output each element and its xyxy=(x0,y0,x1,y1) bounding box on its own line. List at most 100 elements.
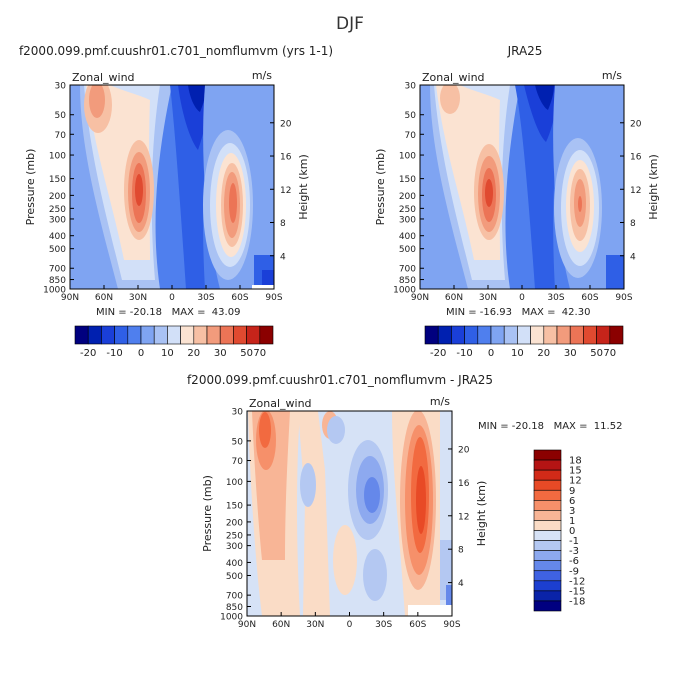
pressure-tick-label: 400 xyxy=(226,559,243,569)
colorbar-swatch xyxy=(609,325,624,345)
pressure-tick-label: 150 xyxy=(399,175,416,185)
colorbar-swatch xyxy=(569,325,584,345)
pressure-tick-label: 200 xyxy=(399,192,416,202)
lat-tick-label: 30N xyxy=(306,620,324,630)
lat-tick-label: 60S xyxy=(581,293,598,303)
colorbar-swatch xyxy=(517,325,531,345)
colorbar-label: 9 xyxy=(569,486,575,497)
height-tick-label: 4 xyxy=(630,252,636,262)
colorbar-label: -15 xyxy=(569,586,585,597)
pressure-tick-label: 500 xyxy=(399,245,416,255)
panel2-minmax: MIN = -16.93 MAX = 42.30 xyxy=(446,307,591,318)
colorbar-label: 10 xyxy=(511,348,524,359)
pressure-tick-label: 100 xyxy=(226,478,243,488)
pressure-tick-label: 1000 xyxy=(220,613,243,623)
panel3-minmax: MIN = -20.18 MAX = 11.52 xyxy=(478,421,623,432)
variable-label: Zonal_wind xyxy=(72,71,135,84)
colorbar-label: 0 xyxy=(138,348,144,359)
lat-tick-label: 30N xyxy=(129,293,147,303)
lat-tick-label: 30S xyxy=(375,620,392,630)
pressure-tick-label: 850 xyxy=(226,603,243,613)
pressure-tick-label: 400 xyxy=(399,232,416,242)
colorbar-swatch xyxy=(533,550,562,561)
pressure-tick-label: 100 xyxy=(49,152,66,162)
colorbar-swatch xyxy=(596,325,611,345)
colorbar-swatch xyxy=(533,560,562,572)
colorbar-label: 50 xyxy=(590,348,603,359)
lat-tick-label: 60N xyxy=(445,293,463,303)
pressure-tick-label: 300 xyxy=(226,542,243,552)
pressure-tick-label: 150 xyxy=(226,502,243,512)
colorbar-swatch xyxy=(233,325,247,345)
pressure-tick-label: 70 xyxy=(232,457,244,467)
panel2-colorbar: -20 -10 0 10 20 30 50 70 xyxy=(424,325,624,359)
colorbar-swatch xyxy=(246,325,261,345)
y2-axis-title: Height (km) xyxy=(297,154,310,220)
pressure-tick-label: 700 xyxy=(226,592,243,602)
colorbar-swatch xyxy=(101,325,115,345)
lat-tick-label: 90S xyxy=(443,620,460,630)
panel1-contour-field xyxy=(70,85,274,289)
pressure-tick-label: 50 xyxy=(405,111,417,121)
colorbar-swatch xyxy=(219,325,234,345)
pressure-tick-label: 400 xyxy=(49,232,66,242)
colorbar-label: 15 xyxy=(569,466,582,477)
colorbar-swatch xyxy=(140,325,155,345)
colorbar-label: 20 xyxy=(537,348,550,359)
colorbar-swatch xyxy=(533,510,562,521)
colorbar-label: 6 xyxy=(569,496,575,507)
height-tick-label: 20 xyxy=(280,119,292,129)
panel1-title: f2000.099.pmf.cuushr01.c701_nomflumvm (y… xyxy=(18,44,334,58)
colorbar-swatch xyxy=(503,325,518,345)
colorbar-swatch xyxy=(437,325,452,345)
panel1-minmax: MIN = -20.18 MAX = 43.09 xyxy=(96,307,241,318)
colorbar-label: -10 xyxy=(106,348,122,359)
pressure-tick-label: 1000 xyxy=(43,286,66,296)
colorbar-label: 70 xyxy=(253,348,266,359)
panel1-colorbar: -20 -10 0 10 20 30 50 70 xyxy=(74,325,274,359)
colorbar-label: 50 xyxy=(240,348,253,359)
y-axis-title: Pressure (mb) xyxy=(24,149,37,226)
figure-title: DJF xyxy=(336,14,364,34)
y-axis-title: Pressure (mb) xyxy=(374,149,387,226)
panel3-axes: 3050701001502002503004005007008501000481… xyxy=(201,395,488,630)
variable-label: Zonal_wind xyxy=(422,71,485,84)
panel3-contour-field xyxy=(247,411,452,616)
pressure-tick-label: 300 xyxy=(49,215,66,225)
lat-tick-label: 60N xyxy=(272,620,290,630)
colorbar-swatch xyxy=(477,325,492,345)
colorbar-swatch xyxy=(533,459,562,471)
height-tick-label: 8 xyxy=(630,219,636,229)
pressure-tick-label: 300 xyxy=(399,215,416,225)
colorbar-swatch xyxy=(533,590,562,602)
colorbar-label: 0 xyxy=(569,526,575,537)
colorbar-label: 0 xyxy=(488,348,494,359)
height-tick-label: 8 xyxy=(280,219,286,229)
height-tick-label: 12 xyxy=(280,186,291,196)
pressure-tick-label: 200 xyxy=(49,192,66,202)
colorbar-swatch xyxy=(206,325,221,345)
colorbar-swatch xyxy=(87,325,102,345)
colorbar-swatch xyxy=(530,325,545,345)
pressure-tick-label: 850 xyxy=(399,276,416,286)
pressure-tick-label: 30 xyxy=(55,82,67,92)
y-axis-title: Pressure (mb) xyxy=(201,475,214,552)
colorbar-label: -1 xyxy=(569,536,579,547)
colorbar-swatch xyxy=(533,469,562,481)
colorbar-swatch xyxy=(543,325,558,345)
pressure-tick-label: 70 xyxy=(55,131,67,141)
lat-tick-label: 0 xyxy=(519,293,525,303)
lat-tick-label: 90N xyxy=(411,293,429,303)
colorbar-label: -18 xyxy=(569,596,585,607)
colorbar-swatch xyxy=(259,325,274,345)
colorbar-label: -20 xyxy=(430,348,446,359)
colorbar-label: 20 xyxy=(187,348,200,359)
pressure-tick-label: 50 xyxy=(232,437,244,447)
colorbar-swatch xyxy=(424,325,439,345)
colorbar-swatch xyxy=(114,325,129,345)
colorbar-swatch xyxy=(533,479,562,491)
colorbar-swatch xyxy=(533,540,562,551)
colorbar-label: 12 xyxy=(569,476,582,487)
pressure-tick-label: 1000 xyxy=(393,286,416,296)
